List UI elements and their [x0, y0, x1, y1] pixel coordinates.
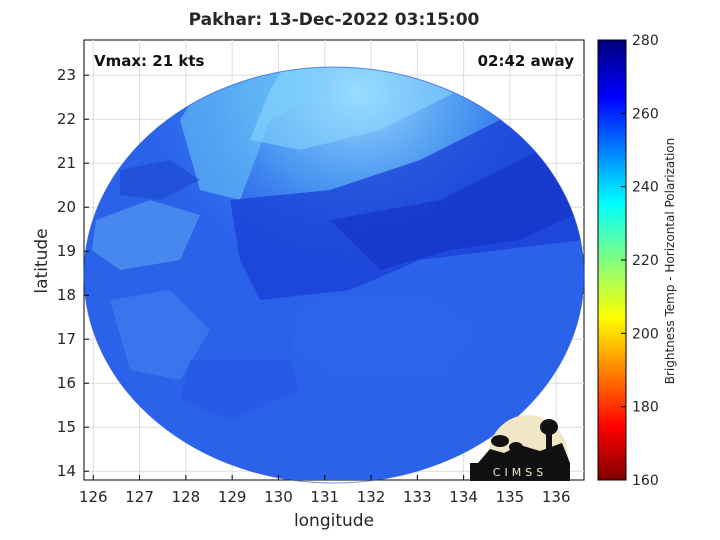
- colorbar-tick-label: 180: [632, 400, 659, 416]
- y-tick-label: 15: [57, 418, 76, 436]
- y-tick-label: 23: [57, 66, 76, 84]
- y-tick-label: 14: [57, 462, 76, 480]
- colorbar-tick-label: 260: [632, 106, 659, 122]
- x-tick-label: 127: [125, 488, 154, 506]
- cimss-logo-text: CIMSS: [493, 466, 547, 479]
- x-tick-label: 133: [403, 488, 432, 506]
- x-tick-label: 126: [79, 488, 108, 506]
- y-tick-label: 16: [57, 374, 76, 392]
- y-tick-label: 17: [57, 330, 76, 348]
- x-tick-label: 134: [449, 488, 478, 506]
- colorbar-tick-label: 240: [632, 180, 659, 196]
- y-axis-label: latitude: [32, 228, 52, 294]
- cimss-logo: CIMSS: [470, 415, 570, 481]
- time-away-label: 02:42 away: [477, 52, 574, 70]
- x-tick-label: 135: [496, 488, 525, 506]
- colorbar-ticks: 160 180 200 220 240 260 280: [621, 33, 659, 489]
- x-axis-label: longitude: [293, 511, 375, 531]
- colorbar-tick-label: 280: [632, 33, 659, 49]
- y-axis: 14 15 16 17 18 19 20 21 22 23: [57, 66, 89, 480]
- x-tick-label: 131: [310, 488, 339, 506]
- y-tick-label: 19: [57, 242, 76, 260]
- y-tick-label: 20: [57, 198, 76, 216]
- x-tick-label: 136: [542, 488, 571, 506]
- y-tick-label: 22: [57, 110, 76, 128]
- x-tick-label: 128: [172, 488, 201, 506]
- microwave-swath: [84, 67, 584, 480]
- vmax-label: Vmax: 21 kts: [94, 52, 205, 70]
- x-axis: 126 127 128 129 130 131 132 133 134 135 136: [79, 475, 571, 506]
- colorbar-tick-label: 160: [632, 473, 659, 489]
- x-tick-label: 132: [357, 488, 386, 506]
- y-tick-label: 21: [57, 154, 76, 172]
- y-tick-label: 18: [57, 286, 76, 304]
- colorbar-tick-label: 220: [632, 253, 659, 269]
- colorbar-label: Brightness Temp - Horizontal Polarizatio…: [663, 137, 677, 385]
- chart-title: Pakhar: 13-Dec-2022 03:15:00: [188, 10, 480, 30]
- colorbar-tick-label: 200: [632, 326, 659, 342]
- x-tick-label: 130: [264, 488, 293, 506]
- x-tick-label: 129: [218, 488, 247, 506]
